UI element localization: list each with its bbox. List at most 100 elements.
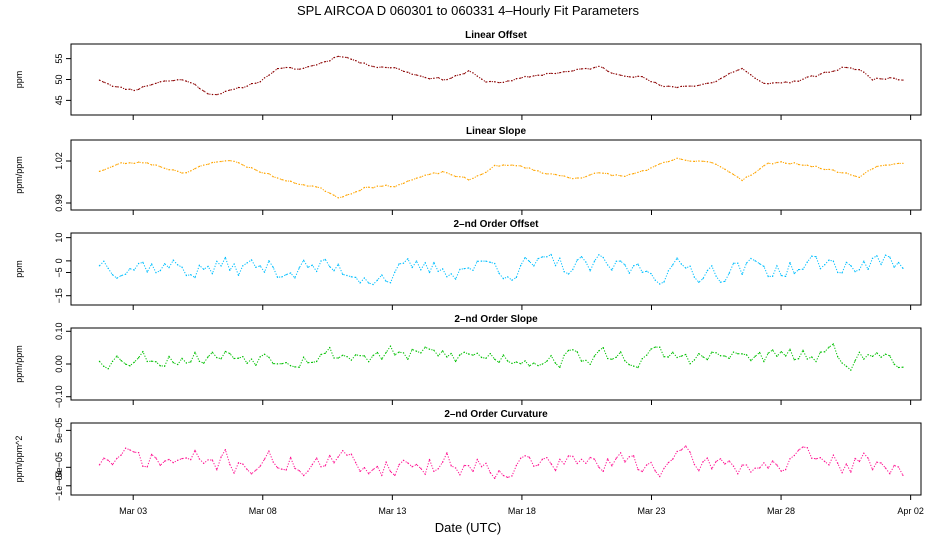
data-point [763,165,765,167]
data-point [411,73,413,75]
data-point [759,263,761,265]
data-point [298,267,300,269]
data-point [450,352,452,355]
data-point [507,164,509,166]
data-point [476,175,478,177]
data-point [711,162,713,164]
data-point [194,449,196,451]
data-point [702,356,704,358]
data-point [580,458,583,460]
data-point [290,456,292,458]
data-point [672,264,674,266]
data-point [880,263,882,265]
data-point [598,254,600,256]
data-point [607,264,609,266]
data-point [233,357,235,360]
plot-frame [70,422,922,496]
data-point [507,80,509,82]
data-point [824,351,826,353]
data-point [442,350,444,352]
data-point [216,94,218,96]
data-point [593,458,596,460]
data-point [680,355,682,357]
data-point [372,283,374,286]
data-point [320,466,322,468]
data-point [276,68,279,70]
data-point [138,88,140,90]
data-point [889,256,891,258]
data-point [276,363,279,365]
data-point [824,71,826,73]
data-point [654,346,656,348]
data-point [537,170,539,172]
data-point [624,461,626,463]
y-axis-label: ppm/ppm [14,345,24,383]
data-point [515,165,517,167]
data-point [98,360,101,362]
y-tick-label: 0.99 [54,194,64,212]
data-point [220,160,222,163]
data-point [667,462,669,464]
data-point [637,263,639,265]
y-tick-label: 0.00 [54,355,64,373]
data-point [394,186,396,188]
data-point [190,459,192,461]
data-point [224,160,226,162]
data-point [837,271,839,274]
data-point [376,185,378,187]
data-point [116,355,118,357]
data-point [750,471,752,473]
data-point [615,73,617,75]
data-point [871,79,874,81]
data-point [719,78,722,80]
data-point [428,271,431,274]
data-point [250,259,253,261]
data-point [146,162,148,164]
series-points [98,55,904,96]
data-point [763,462,765,464]
data-point [798,80,800,82]
data-point [841,272,843,274]
data-point [355,354,357,356]
x-tick-label: Apr 02 [897,506,924,516]
data-point [776,161,778,164]
data-point [407,462,409,464]
data-point [863,260,865,262]
data-point [211,459,213,461]
data-point [372,468,374,471]
data-point [832,454,834,456]
data-point [146,360,148,363]
data-point [185,457,187,459]
data-point [646,78,648,80]
data-point [589,68,591,70]
data-point [246,166,248,168]
data-point [598,65,600,67]
data-point [389,470,392,473]
data-point [159,166,161,168]
data-point [893,77,895,79]
data-point [854,271,856,273]
data-point [711,82,713,84]
data-point [437,468,439,470]
data-point [824,460,826,463]
data-point [837,356,839,358]
data-point [902,162,904,164]
data-point [116,163,118,166]
data-point [637,366,639,369]
data-point [224,90,226,92]
data-point [133,89,135,92]
data-point [515,361,517,363]
data-point [311,464,313,466]
data-point [303,474,305,477]
data-point [381,185,383,187]
data-point [281,468,283,470]
data-point [732,71,735,73]
data-point [607,357,609,360]
data-point [120,275,122,277]
data-point [424,76,426,79]
data-point [541,256,543,258]
data-point [329,266,331,268]
data-point [585,67,587,70]
series-points [98,157,904,199]
data-point [663,281,665,283]
